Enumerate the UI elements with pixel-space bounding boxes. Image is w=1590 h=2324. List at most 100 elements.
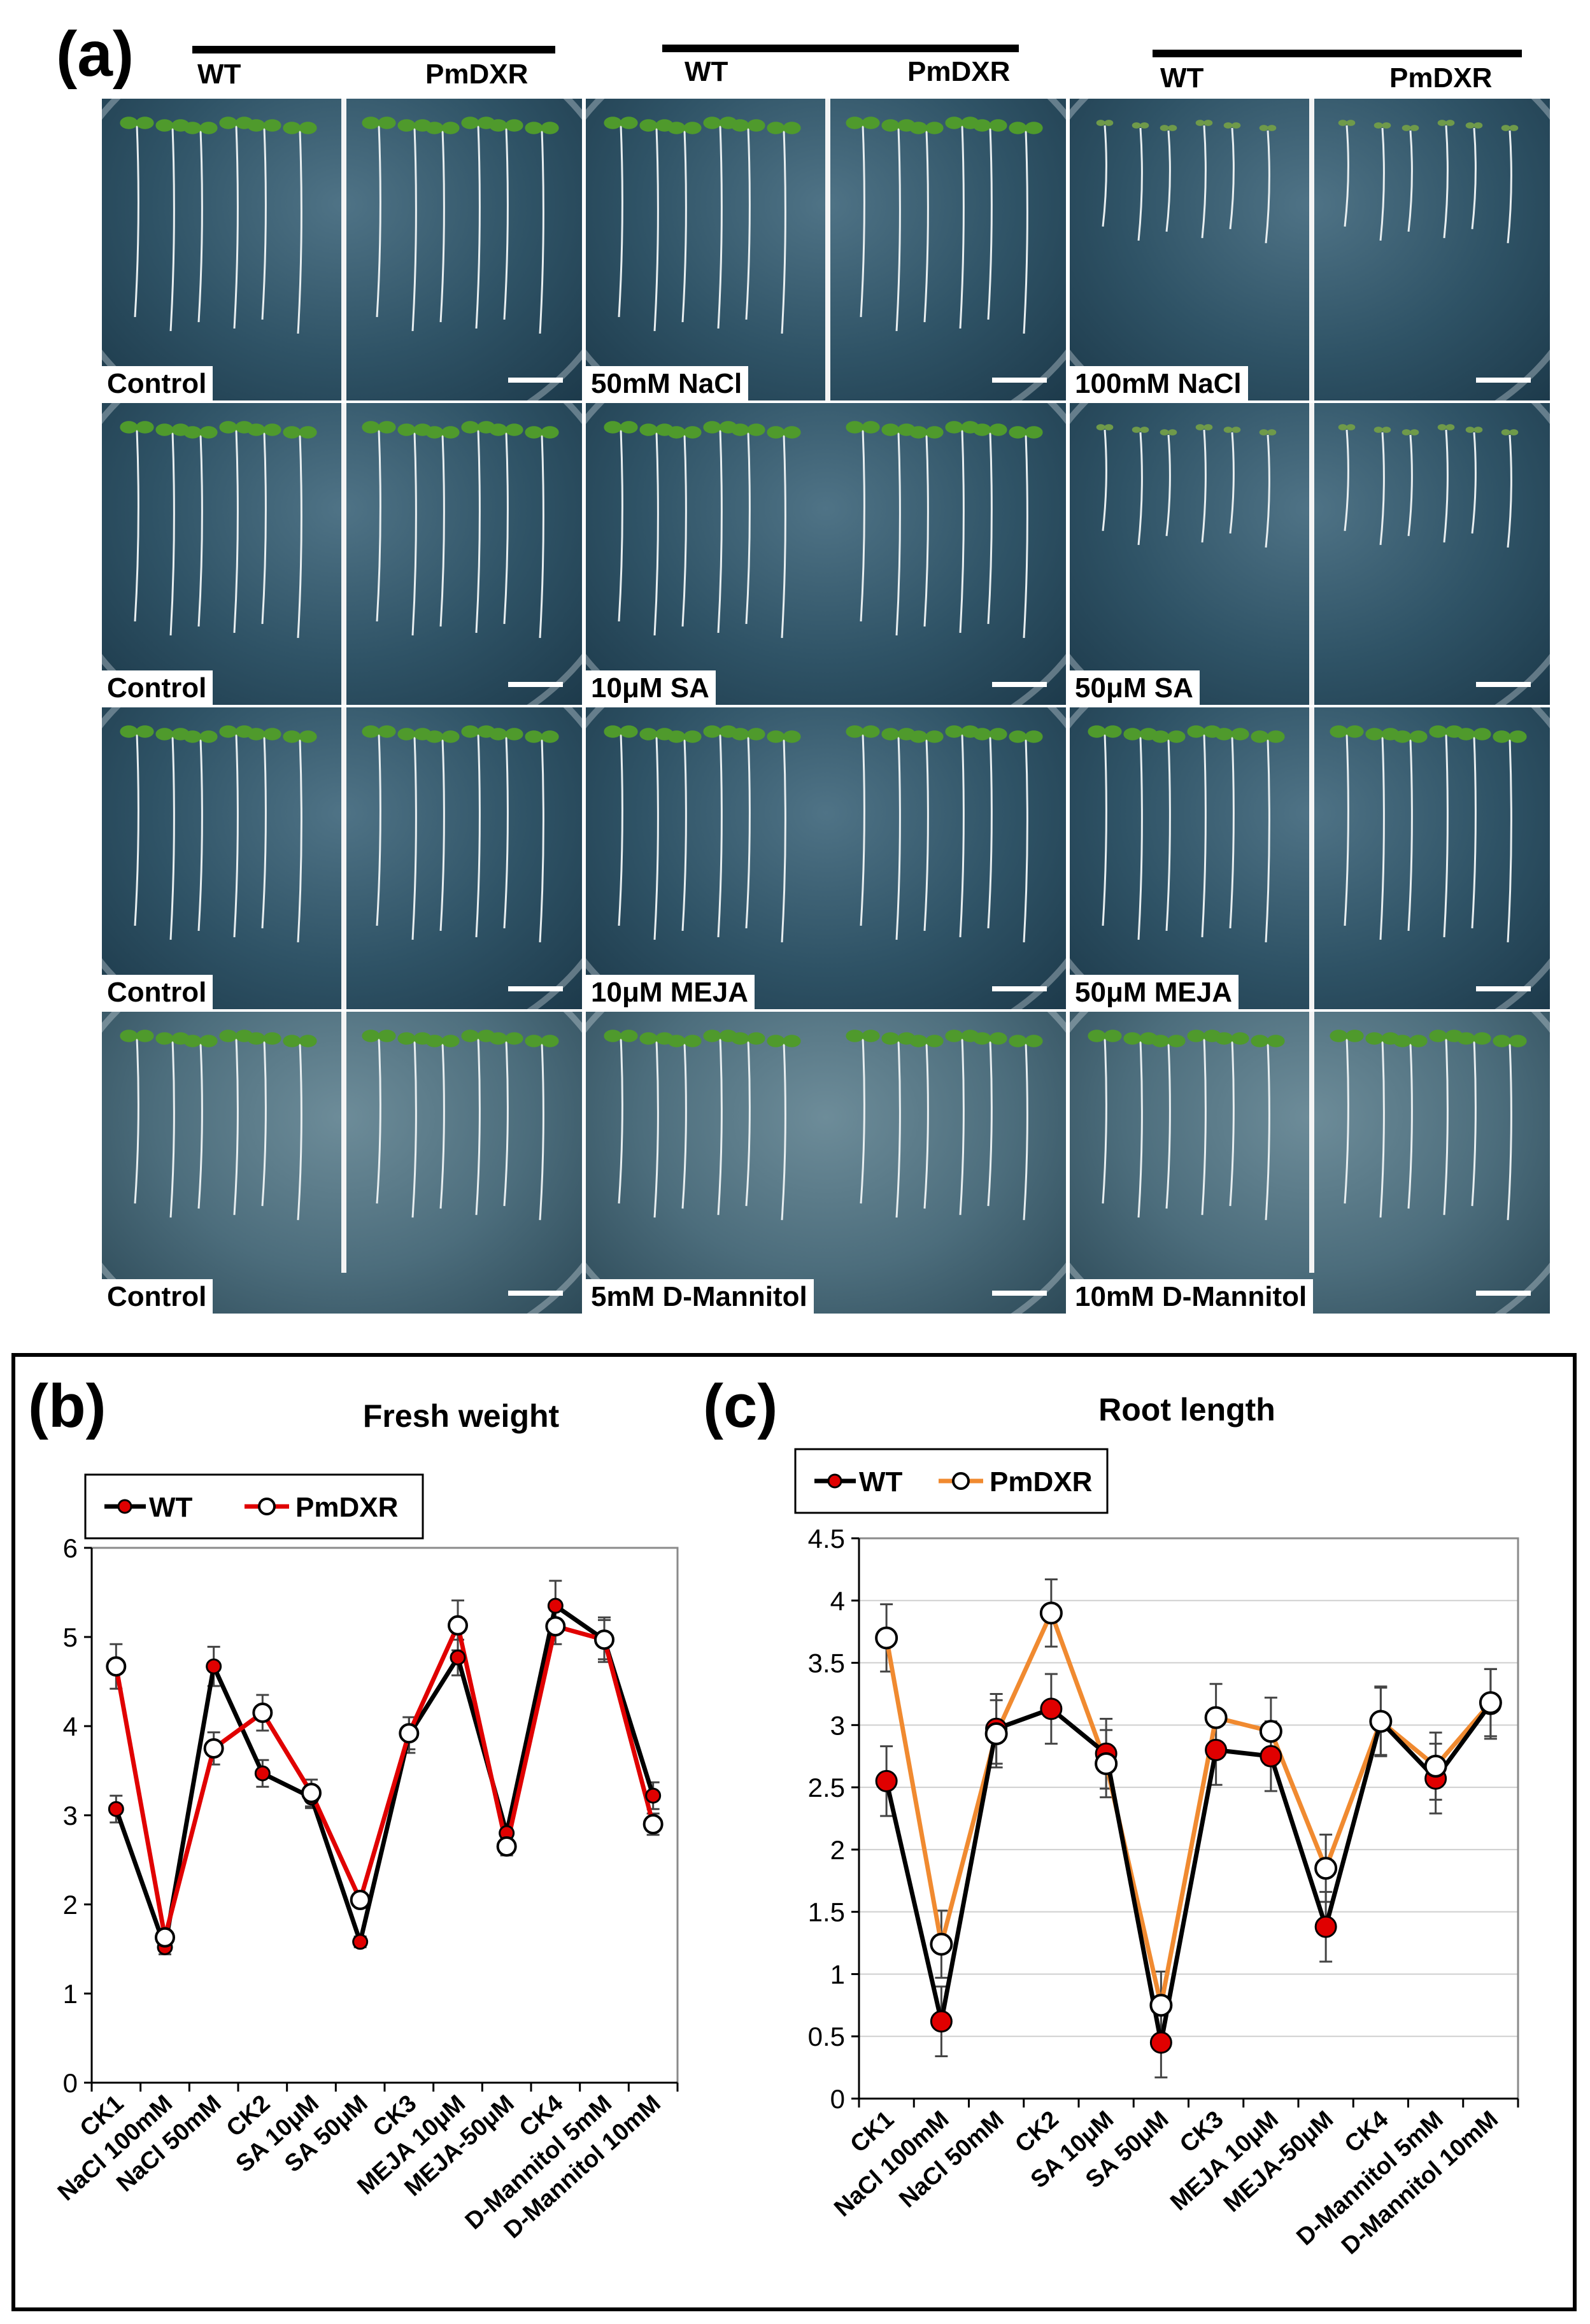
seedling-leaf [397, 119, 416, 132]
seedling-leaf [639, 1032, 658, 1045]
wt-series-line [114, 1603, 656, 1950]
y-tick-label: 5 [63, 1622, 78, 1652]
seedling-leaf [1402, 125, 1411, 131]
y-tick-label: 0 [830, 2084, 845, 2114]
seedling-leaf [1330, 1030, 1348, 1042]
seedling-leaf [378, 1030, 396, 1042]
seedling-root [1379, 432, 1385, 545]
seedling-leaf [747, 423, 765, 436]
seedling-root [1229, 1040, 1235, 1207]
pmdxr-point [1369, 1710, 1393, 1733]
seedling-leaf [1215, 1032, 1233, 1045]
seedling-root [923, 739, 929, 932]
seedling-leaf [183, 1035, 202, 1047]
legend-pmdxr-label: PmDXR [990, 1466, 1092, 1498]
seedling-leaf [604, 725, 622, 738]
condition-label: Control [102, 366, 213, 400]
seedling-root [197, 1043, 203, 1209]
seedling-leaf [299, 730, 317, 743]
seedling-leaf [945, 421, 963, 434]
pmdxr-point [1149, 1994, 1173, 2017]
seedling-leaf [1009, 730, 1027, 743]
header-pmdxr-group-2: PmDXR [907, 56, 1011, 87]
y-tick-label: 2 [830, 1835, 845, 1865]
seedling-leaf [945, 725, 963, 738]
seedling-leaf [1025, 122, 1043, 134]
condition-label: 50μM SA [1070, 670, 1200, 705]
chart-title: Fresh weight [363, 1398, 560, 1434]
photo-tile-r4-c3: 10mM D-Mannitol [1070, 1012, 1550, 1314]
seedling-root [1201, 1038, 1207, 1215]
seedling-leaf [604, 421, 622, 434]
seedling-leaf [155, 1032, 174, 1045]
seedling-leaf [1096, 424, 1105, 430]
seedling-root [653, 432, 659, 636]
seedling-root [233, 429, 239, 634]
seedling-leaf [362, 117, 380, 129]
scale-bar [508, 682, 563, 687]
seedling-root [1201, 125, 1207, 238]
seedling-leaf [925, 426, 944, 439]
photo-tile-r2-c2: 10μM SA [586, 403, 1066, 705]
seedling-leaf [1508, 1035, 1527, 1047]
header-bar-group-3 [1153, 50, 1522, 57]
seedling-root [1344, 429, 1349, 532]
y-tick-label: 1 [63, 1979, 78, 2009]
seedlings [120, 725, 559, 943]
wt-point [254, 1765, 271, 1782]
seedling-leaf [989, 728, 1007, 740]
photo-tile-r1-c1: Control [102, 99, 582, 400]
seedling-leaf [1410, 429, 1419, 436]
seedling-leaf [183, 426, 202, 439]
condition-label: 10mM D-Mannitol [1070, 1279, 1314, 1314]
seedling-leaf [731, 1032, 749, 1045]
seedling-leaf [973, 119, 991, 132]
condition-label: Control [102, 1279, 213, 1314]
wt-point [930, 2010, 953, 2033]
seedling-leaf [1132, 122, 1141, 129]
seedling-leaf [1374, 122, 1383, 129]
legend-wt-marker [117, 1499, 132, 1514]
seedling-root [233, 733, 239, 938]
legend-pmdxr-marker [952, 1472, 970, 1490]
seedling-leaf [1088, 725, 1106, 738]
seedlings [120, 421, 559, 639]
seedling-root [1443, 429, 1449, 542]
seedling-leaf [683, 730, 702, 743]
seedling-root [1471, 736, 1477, 929]
seedling-leaf [620, 117, 638, 129]
seedling-leaf [1104, 725, 1122, 738]
seedling-leaf [219, 725, 238, 738]
wt-point [547, 1598, 564, 1614]
seedling-leaf [1088, 1030, 1106, 1042]
seedling-leaf [461, 421, 479, 434]
seedling-leaf [1151, 730, 1170, 743]
seedling-root [261, 1040, 267, 1207]
seedling-leaf [461, 117, 479, 129]
seedling-leaf [639, 119, 658, 132]
seedling-leaf [1168, 125, 1177, 131]
seedling-leaf [489, 119, 508, 132]
genotype-divider [341, 99, 346, 400]
seedling-root [233, 125, 239, 329]
plot-area [858, 1537, 1519, 2100]
seedling-leaf [1251, 730, 1269, 743]
seedling-leaf [731, 423, 749, 436]
seedling-leaf [183, 730, 202, 743]
seedling-leaf [639, 423, 658, 436]
seedling-root [376, 733, 381, 926]
pmdxr-point [1095, 1752, 1118, 1775]
seedling-leaf [219, 421, 238, 434]
seedlings [1096, 120, 1519, 243]
header-wt-group-2: WT [685, 56, 728, 87]
seedling-root [745, 1040, 751, 1207]
seedling-root [1507, 434, 1512, 548]
pmdxr-point [252, 1703, 273, 1723]
seedling-leaf [862, 1030, 880, 1042]
seedling-leaf [1123, 728, 1142, 740]
seedling-leaf [299, 426, 317, 439]
seedling-leaf [1025, 426, 1043, 439]
seedling-leaf [120, 117, 138, 129]
seedling-root [261, 127, 267, 320]
